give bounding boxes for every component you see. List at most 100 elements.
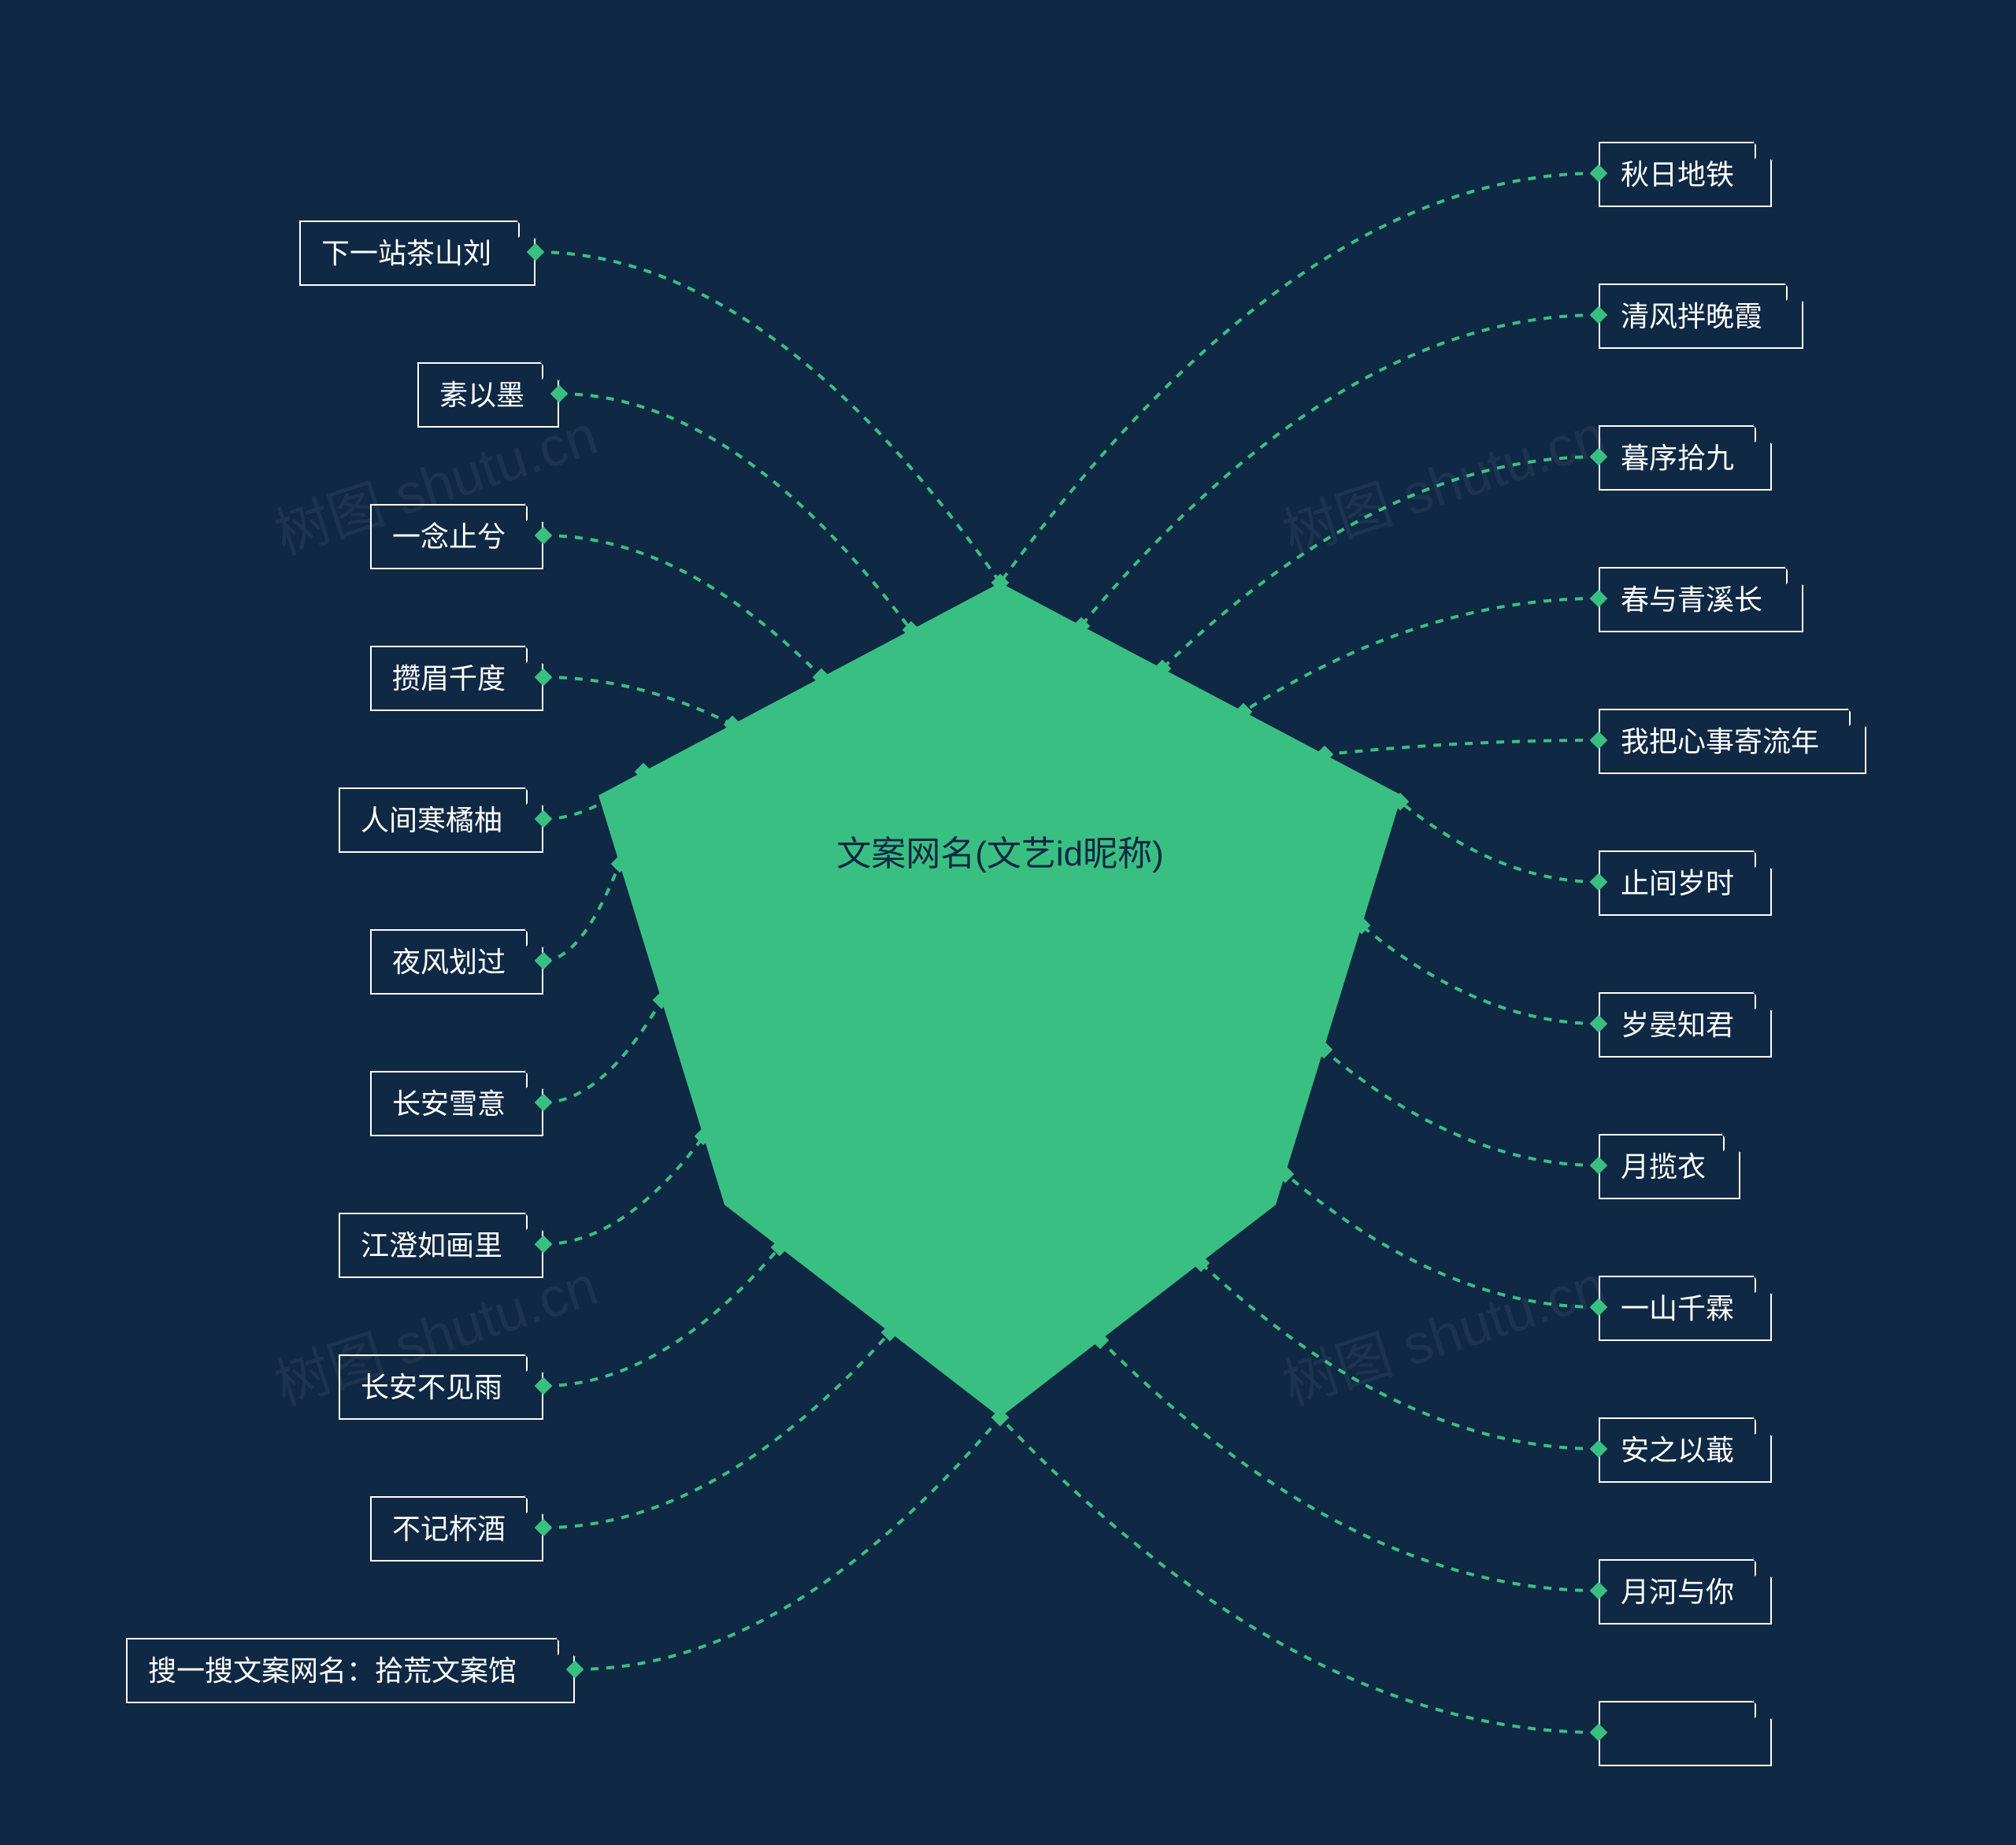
corner-cut — [1753, 142, 1772, 161]
watermark: 树图 shutu.cn — [1272, 1242, 1614, 1421]
corner-cut — [517, 220, 536, 239]
left-node[interactable]: 一念止兮 — [370, 504, 543, 569]
edge — [1100, 1340, 1599, 1591]
right-node[interactable]: 我把心事寄流年 — [1599, 709, 1866, 774]
edge — [543, 1000, 662, 1102]
corner-cut — [1753, 1701, 1772, 1720]
corner-cut — [1753, 1559, 1772, 1578]
diamond-marker-icon — [771, 1239, 789, 1257]
right-node[interactable]: 秋日地铁 — [1599, 142, 1772, 207]
right-node[interactable]: 一山千霖 — [1599, 1276, 1772, 1341]
left-node[interactable]: 搜一搜文案网名：拾荒文案馆 — [126, 1638, 575, 1703]
diamond-marker-icon — [653, 991, 671, 1010]
node-label: 不记杯酒 — [392, 1513, 506, 1545]
node-label: 岁晏知君 — [1621, 1009, 1734, 1041]
left-node[interactable]: 长安不见雨 — [339, 1354, 543, 1420]
corner-cut — [1847, 709, 1866, 728]
watermark: 树图 shutu.cn — [1272, 391, 1614, 570]
node-label: 秋日地铁 — [1621, 158, 1734, 191]
edge — [559, 394, 911, 630]
right-node[interactable] — [1599, 1701, 1772, 1766]
edge — [1000, 1417, 1599, 1732]
right-node[interactable]: 春与青溪长 — [1599, 567, 1803, 632]
node-label: 攒眉千度 — [392, 662, 506, 695]
diamond-marker-icon — [991, 574, 1010, 592]
diamond-marker-icon — [1314, 1041, 1332, 1059]
corner-cut — [1753, 1417, 1772, 1436]
edge — [543, 772, 643, 819]
node-label: 人间寒橘柚 — [361, 804, 502, 836]
node-label: 一念止兮 — [392, 521, 506, 553]
node-label: 清风拌晚霞 — [1621, 300, 1762, 332]
node-label: 下一站茶山刘 — [321, 237, 491, 269]
corner-cut — [1784, 567, 1803, 586]
edge — [1362, 925, 1599, 1024]
diamond-marker-icon — [1316, 746, 1334, 764]
right-node[interactable]: 止间岁时 — [1599, 850, 1772, 916]
right-node[interactable]: 月河与你 — [1599, 1559, 1772, 1625]
diamond-marker-icon — [634, 763, 652, 781]
left-node[interactable]: 人间寒橘柚 — [339, 787, 543, 853]
corner-cut — [1721, 1134, 1740, 1153]
diamond-marker-icon — [813, 669, 831, 687]
edge — [575, 1417, 1000, 1669]
left-node[interactable]: 下一站茶山刘 — [299, 220, 536, 286]
corner-cut — [556, 1638, 575, 1657]
diamond-marker-icon — [1277, 1165, 1295, 1183]
edge — [1162, 457, 1599, 669]
edge — [543, 1332, 890, 1528]
node-label: 我把心事寄流年 — [1621, 725, 1819, 758]
node-label: 搜一搜文案网名：拾荒文案馆 — [148, 1654, 517, 1687]
corner-cut — [524, 1354, 543, 1373]
node-label: 长安雪意 — [392, 1087, 506, 1120]
node-label: 一山千霖 — [1621, 1292, 1734, 1324]
edge — [1201, 1263, 1599, 1449]
left-node[interactable]: 江澄如画里 — [339, 1213, 543, 1278]
diamond-marker-icon — [902, 621, 920, 639]
edge — [543, 1247, 780, 1386]
node-label: 止间岁时 — [1621, 867, 1734, 899]
corner-cut — [524, 646, 543, 665]
corner-cut — [524, 1213, 543, 1232]
diamond-marker-icon — [1091, 1331, 1110, 1349]
corner-cut — [1753, 1276, 1772, 1295]
corner-cut — [1753, 850, 1772, 869]
corner-cut — [524, 504, 543, 523]
diamond-marker-icon — [695, 1128, 713, 1146]
edge — [1325, 740, 1599, 754]
edge — [543, 535, 821, 677]
diamond-marker-icon — [1235, 702, 1253, 721]
edge — [536, 252, 1000, 583]
node-label: 春与青溪长 — [1621, 584, 1762, 616]
left-node[interactable]: 长安雪意 — [370, 1071, 543, 1136]
diamond-marker-icon — [724, 716, 742, 734]
diamond-marker-icon — [991, 1409, 1010, 1427]
right-node[interactable]: 暮序拾九 — [1599, 425, 1772, 491]
node-label: 夜风划过 — [392, 946, 506, 978]
node-label: 月河与你 — [1621, 1576, 1734, 1608]
left-node[interactable]: 攒眉千度 — [370, 646, 543, 711]
right-node[interactable]: 安之以蕺 — [1599, 1417, 1772, 1483]
corner-cut — [1784, 283, 1803, 302]
node-label: 暮序拾九 — [1621, 442, 1734, 474]
edge — [543, 677, 732, 724]
corner-cut — [524, 929, 543, 948]
corner-cut — [524, 1496, 543, 1515]
corner-cut — [540, 362, 559, 381]
edge — [1243, 598, 1599, 712]
edge — [543, 1136, 703, 1244]
right-node[interactable]: 月揽衣 — [1599, 1134, 1740, 1199]
diamond-marker-icon — [610, 854, 628, 872]
right-node[interactable]: 清风拌晚霞 — [1599, 283, 1803, 349]
edge — [543, 864, 620, 961]
left-node[interactable]: 不记杯酒 — [370, 1496, 543, 1562]
center-node-label: 文案网名(文艺id昵称) — [836, 825, 1164, 876]
left-node[interactable]: 夜风划过 — [370, 929, 543, 995]
edge — [1324, 1050, 1599, 1165]
diamond-marker-icon — [1353, 917, 1371, 935]
edge — [1000, 173, 1599, 583]
left-node[interactable]: 素以墨 — [417, 362, 559, 428]
edge — [1400, 802, 1599, 882]
node-label: 月揽衣 — [1621, 1150, 1706, 1183]
right-node[interactable]: 岁晏知君 — [1599, 992, 1772, 1058]
